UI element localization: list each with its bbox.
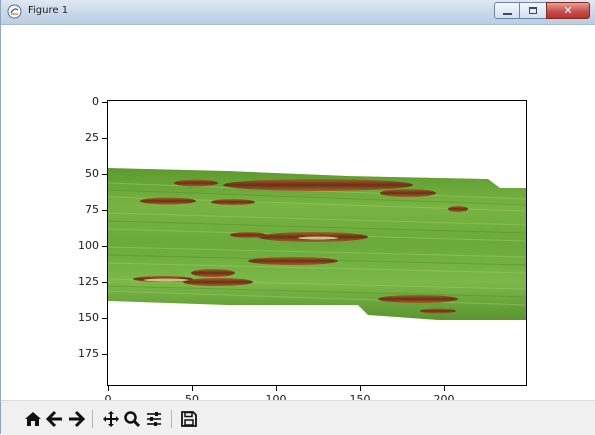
xtick-label: 0 <box>88 394 128 406</box>
configure-subplots-button[interactable] <box>144 409 164 429</box>
navigation-toolbar <box>1 400 595 435</box>
close-icon: ✕ <box>563 4 573 17</box>
zoom-button[interactable] <box>122 409 142 429</box>
maximize-icon <box>529 7 537 14</box>
toolbar-separator <box>171 410 172 428</box>
leaf-image <box>108 168 526 320</box>
home-button[interactable] <box>23 409 43 429</box>
ytick-mark <box>102 174 107 175</box>
caption-buttons: ✕ <box>494 2 590 20</box>
xtick-mark <box>276 386 277 391</box>
minimize-icon <box>502 12 512 15</box>
xtick-mark <box>444 386 445 391</box>
ytick-label: 125 <box>78 275 99 288</box>
zoom-icon <box>124 411 141 428</box>
ytick-label: 100 <box>78 239 99 252</box>
ytick-mark <box>102 102 107 103</box>
ytick-mark <box>102 354 107 355</box>
pan-button[interactable] <box>101 409 121 429</box>
configure-subplots-icon <box>147 412 161 426</box>
save-icon <box>181 411 197 427</box>
ytick-mark <box>102 282 107 283</box>
forward-arrow-icon <box>69 410 85 428</box>
home-icon <box>25 412 41 426</box>
xtick-mark <box>192 386 193 391</box>
ytick-mark <box>102 246 107 247</box>
minimize-button[interactable] <box>494 2 520 19</box>
maximize-button[interactable] <box>520 2 546 19</box>
ytick-label: 25 <box>85 131 99 144</box>
ytick-label: 75 <box>85 203 99 216</box>
back-button[interactable] <box>45 409 65 429</box>
ytick-label: 0 <box>92 95 99 108</box>
ytick-mark <box>102 138 107 139</box>
ytick-label: 50 <box>85 167 99 180</box>
title-bar[interactable]: Figure 1 ✕ <box>1 0 595 25</box>
save-button[interactable] <box>179 409 199 429</box>
window-title: Figure 1 <box>28 5 69 16</box>
xtick-mark <box>360 386 361 391</box>
back-arrow-icon <box>46 410 62 428</box>
forward-button[interactable] <box>66 409 86 429</box>
app-icon <box>7 4 22 19</box>
xtick-mark <box>108 386 109 391</box>
ytick-mark <box>102 210 107 211</box>
ytick-label: 175 <box>78 347 99 360</box>
pan-icon <box>103 411 119 427</box>
ytick-mark <box>102 318 107 319</box>
ytick-label: 150 <box>78 311 99 324</box>
figure-canvas[interactable]: 0 25 50 75 100 125 150 175 0 50 100 150 … <box>1 24 595 406</box>
toolbar-separator <box>92 410 93 428</box>
close-button[interactable]: ✕ <box>546 2 590 19</box>
